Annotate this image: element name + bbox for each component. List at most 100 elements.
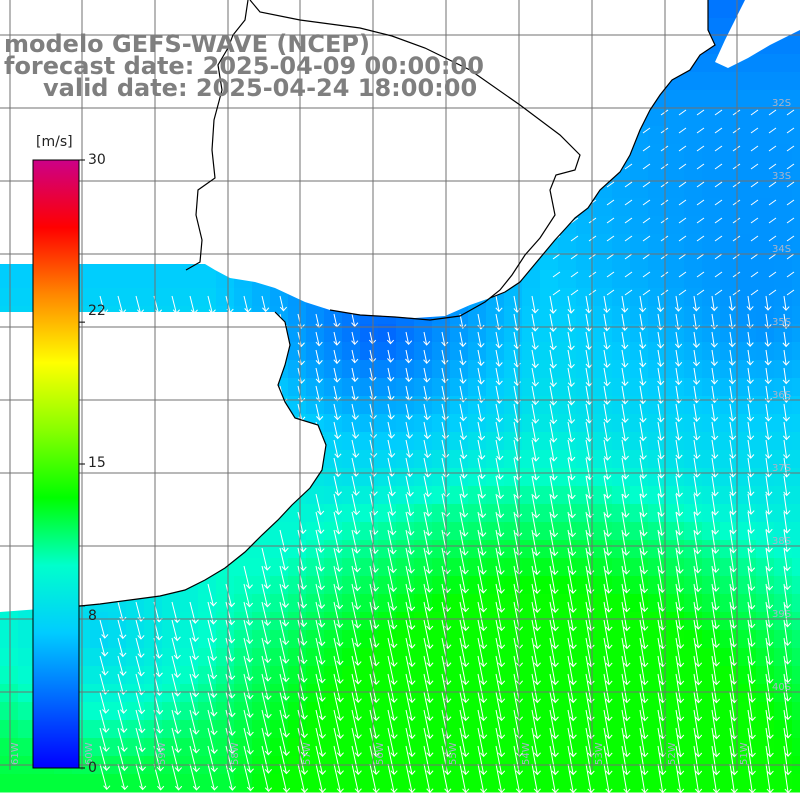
field-cell xyxy=(162,666,181,685)
field-cell xyxy=(360,720,379,739)
wind-arrow xyxy=(570,253,579,260)
wind-arrow xyxy=(279,295,288,312)
field-cell xyxy=(450,324,469,343)
field-cell xyxy=(504,342,523,361)
wind-arrow xyxy=(207,709,218,736)
wind-arrow xyxy=(657,511,666,537)
wind-arrow xyxy=(567,763,577,794)
wind-arrow xyxy=(423,709,434,740)
field-cell xyxy=(468,594,487,613)
field-cell xyxy=(792,360,800,379)
wind-arrow xyxy=(746,349,754,366)
colorbar-tick-22: 22 xyxy=(88,303,106,319)
wind-arrow xyxy=(693,475,701,497)
field-cell xyxy=(630,378,649,397)
field-cell xyxy=(594,648,613,667)
wind-arrow xyxy=(621,547,631,575)
field-cell xyxy=(198,270,217,289)
wind-arrow xyxy=(243,727,254,755)
field-cell xyxy=(792,144,800,163)
field-cell xyxy=(702,738,721,757)
field-cell xyxy=(612,450,631,469)
field-cell xyxy=(756,198,775,217)
field-cell xyxy=(558,540,577,559)
field-cell xyxy=(666,468,685,487)
wind-arrow xyxy=(369,493,379,516)
wind-arrow xyxy=(279,565,289,590)
wind-arrow xyxy=(189,619,199,642)
wind-arrow xyxy=(624,163,633,170)
wind-arrow xyxy=(765,493,773,515)
wind-arrow xyxy=(477,439,486,460)
field-cell xyxy=(792,126,800,145)
field-cell xyxy=(486,504,505,523)
wind-arrow xyxy=(171,727,182,754)
field-cell xyxy=(738,306,757,325)
field-cell xyxy=(504,630,523,649)
wind-arrow xyxy=(315,745,327,775)
field-cell xyxy=(288,594,307,613)
wind-arrow xyxy=(728,349,736,366)
wind-arrow xyxy=(621,727,631,758)
lat-lon-grid xyxy=(0,0,800,770)
wind-arrow xyxy=(621,313,629,332)
field-cell xyxy=(522,612,541,631)
wind-arrow xyxy=(315,313,323,329)
field-cell xyxy=(522,360,541,379)
field-cell xyxy=(18,270,37,289)
wind-arrow xyxy=(765,475,773,497)
wind-arrow xyxy=(207,673,218,698)
wind-arrow xyxy=(768,127,777,134)
wind-arrow xyxy=(693,403,701,422)
wind-arrow xyxy=(405,619,416,649)
wind-arrow xyxy=(747,547,756,573)
wind-arrow xyxy=(495,547,505,575)
wind-arrow xyxy=(279,583,290,608)
wind-arrow xyxy=(711,691,721,722)
field-cell xyxy=(198,738,217,757)
field-cell xyxy=(198,648,217,667)
wind-arrow xyxy=(729,583,738,611)
field-cell xyxy=(738,630,757,649)
wind-arrow xyxy=(786,163,795,170)
field-cell xyxy=(414,378,433,397)
field-cell xyxy=(540,720,559,739)
field-cell xyxy=(666,684,685,703)
wind-arrow xyxy=(135,691,146,715)
wind-arrow xyxy=(261,709,272,738)
field-cell xyxy=(540,252,559,271)
wind-arrow xyxy=(405,511,415,536)
wind-arrow xyxy=(441,331,449,347)
field-cell xyxy=(756,342,775,361)
field-cell xyxy=(360,360,379,379)
wind-arrow xyxy=(657,421,665,441)
wind-arrow xyxy=(549,475,558,500)
field-cell xyxy=(504,504,523,523)
wind-arrow xyxy=(675,709,685,740)
wind-arrow xyxy=(657,403,665,423)
wind-arrow xyxy=(441,403,449,421)
field-cell xyxy=(468,648,487,667)
wind-arrow xyxy=(675,691,685,722)
wind-arrow xyxy=(423,475,432,498)
field-cell xyxy=(738,342,757,361)
wind-arrow xyxy=(621,709,631,740)
field-cell xyxy=(540,450,559,469)
wind-arrow xyxy=(747,673,756,703)
wind-arrow xyxy=(747,511,755,534)
wind-arrow xyxy=(764,367,772,385)
field-cell xyxy=(738,594,757,613)
wind-arrow xyxy=(729,565,738,592)
wind-arrow xyxy=(477,583,488,613)
field-cell xyxy=(342,378,361,397)
wind-arrow xyxy=(768,253,777,260)
wind-arrow xyxy=(333,763,344,793)
field-cell xyxy=(612,522,631,541)
field-cell xyxy=(702,594,721,613)
field-cell xyxy=(540,774,559,793)
wind-arrow xyxy=(423,745,434,776)
field-cell xyxy=(324,360,343,379)
wind-arrow xyxy=(783,547,791,572)
wind-arrow xyxy=(531,745,541,776)
field-cell xyxy=(198,288,217,307)
